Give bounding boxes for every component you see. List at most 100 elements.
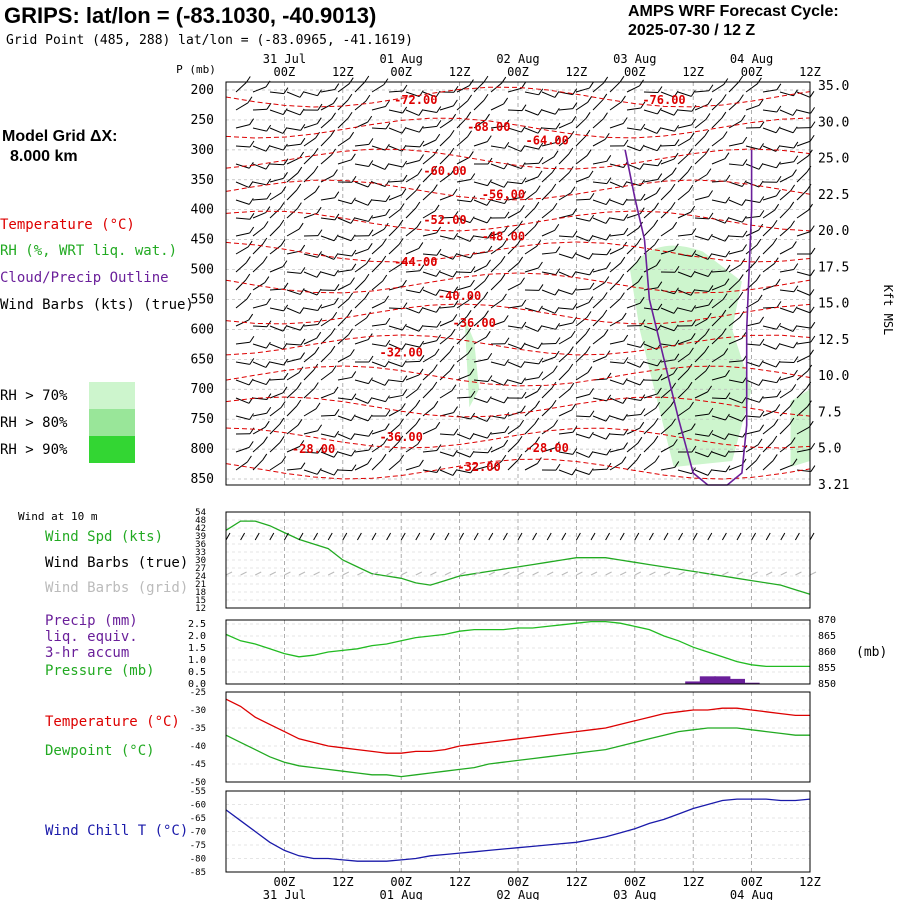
wind-barb-flag [398, 238, 404, 245]
wind-barb-true [794, 532, 800, 541]
wind-barb [626, 85, 640, 93]
wind-barb [660, 444, 674, 453]
wind-barb-flag [555, 323, 561, 330]
time-tick-label-top: 00Z [741, 65, 763, 79]
temperature-contour [225, 396, 811, 418]
time-tick-label-bottom: 12Z [566, 875, 588, 889]
wind-barb-flag [417, 168, 423, 175]
wind-barb [371, 397, 386, 403]
wind-barb [269, 407, 282, 417]
wind-barb [626, 397, 641, 402]
wind-barb [388, 325, 403, 331]
wind-barb-grid [736, 571, 744, 576]
wind-barb [252, 212, 267, 219]
wind-barb-flag [249, 336, 255, 343]
wind-barb-flag [300, 267, 306, 274]
wind-barb-flag [603, 112, 608, 119]
wind-barb-flag [249, 213, 255, 220]
page-title: GRIPS: lat/lon = (-83.1030, -40.9013) [4, 3, 377, 28]
wind-barb-flag [315, 131, 320, 139]
wind-barb-flag [810, 335, 816, 343]
wind-barb [762, 284, 777, 291]
wind-barb-flag [434, 204, 440, 212]
wind-barb [286, 358, 301, 363]
wind-barb [575, 253, 590, 260]
wind-barb-flag [486, 216, 492, 224]
wind-barb-flag [317, 103, 323, 111]
wind-barb [269, 192, 283, 201]
wind-barb-flag [452, 449, 458, 457]
wind-barb [694, 154, 706, 165]
wind-barb-flag [657, 374, 663, 381]
wind-barb [405, 160, 420, 165]
wind-barb [422, 210, 436, 219]
wind-barb-flag [504, 359, 509, 366]
wind-barb [388, 180, 404, 183]
wind-barb [524, 225, 536, 237]
wind-barb [694, 104, 709, 111]
wind-barb-flag [640, 319, 646, 326]
wind-barb [269, 307, 284, 312]
wind-barb-flag [283, 172, 288, 179]
wind-barb-true [283, 532, 289, 541]
wind-barb-grid [707, 571, 715, 576]
wind-barb [609, 122, 624, 129]
wind-barb-flag [605, 432, 611, 440]
wind-barb [337, 217, 352, 224]
wind-barb-flag [367, 115, 373, 123]
wind-barb [490, 299, 503, 309]
wind-barb [524, 423, 536, 435]
temperature-contour [225, 179, 811, 201]
wind-barb-flag [759, 210, 765, 217]
wind-barb [694, 304, 709, 309]
wind-barb-flag [299, 151, 305, 159]
wind-barb-flag [300, 137, 306, 145]
wind-barb-flag [554, 350, 560, 358]
wind-barb-flag [742, 230, 748, 238]
wind-barb [677, 429, 692, 435]
wind-barb-true [721, 532, 727, 541]
wind-barb [269, 225, 281, 237]
wind-barb [235, 461, 248, 471]
wind-barb [235, 145, 250, 148]
wind-barb-flag [452, 188, 458, 196]
wind-barb [388, 145, 403, 152]
wind-barb-flag [688, 347, 694, 355]
wind-barb [456, 374, 471, 381]
temperature-contour [225, 117, 811, 139]
wind-barb-flag [757, 438, 763, 446]
wind-barb-flag [619, 292, 625, 299]
wind-barb [303, 307, 318, 312]
wind-barb [337, 376, 352, 381]
wind-barb [575, 372, 589, 381]
altitude-tick-label: 15.0 [818, 297, 849, 312]
wind-barb-flag [436, 444, 442, 451]
wind-barb-flag [333, 297, 339, 305]
wind-barb-flag [756, 77, 762, 85]
wind-barb [694, 391, 708, 399]
wind-barb-true [400, 532, 406, 541]
wind-barb-flag [245, 273, 251, 281]
wind-barb-flag [741, 215, 747, 223]
wind-barb [422, 139, 436, 147]
wind-barb-flag [571, 271, 577, 278]
wind-barb-flag [674, 124, 680, 132]
wind-barb [677, 387, 689, 399]
wind-barb [490, 379, 505, 386]
wind-barb [354, 217, 369, 222]
wind-barb-flag [467, 94, 473, 102]
wind-barb-flag [792, 126, 798, 134]
wind-barb-flag [589, 388, 594, 395]
temperature-contour-label: -32.00 [380, 346, 423, 360]
wind-barb [660, 405, 672, 417]
wind-barb [660, 325, 675, 332]
rh-70-swatch [89, 382, 135, 409]
wind-barb [745, 379, 760, 386]
temperature-contour-label: -60.00 [423, 164, 466, 178]
wind-barb [422, 171, 434, 183]
wind-barb [439, 119, 452, 129]
legend-cloud-outline: Cloud/Precip Outline [0, 270, 169, 286]
wind-barb-flag [351, 249, 357, 257]
wind-barb [762, 379, 777, 384]
wind-barb [643, 179, 658, 183]
